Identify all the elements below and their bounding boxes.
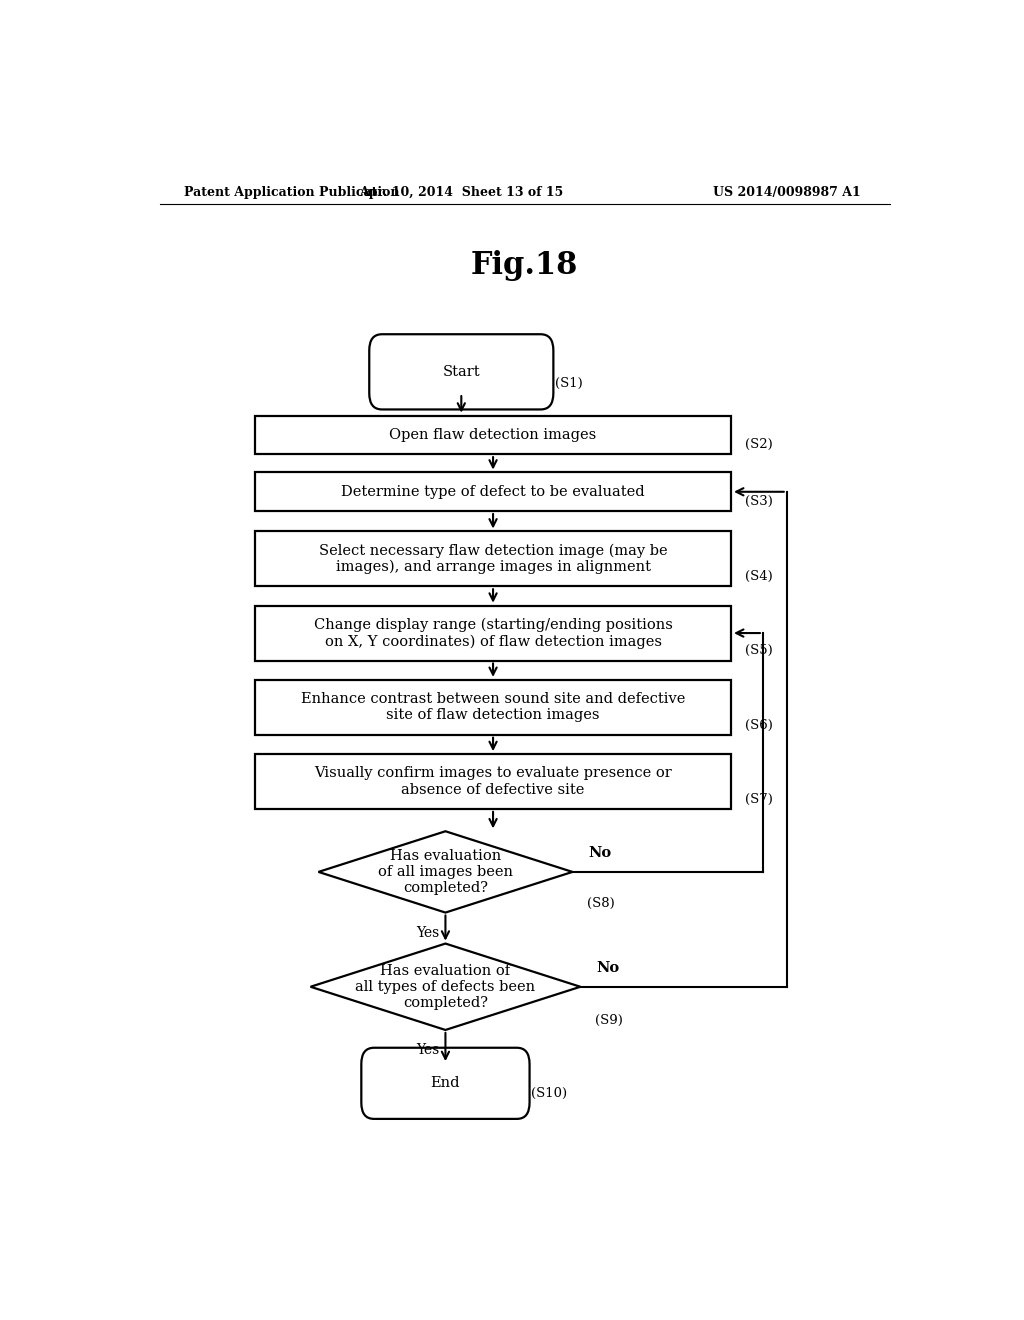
- Bar: [255, 606, 731, 660]
- Text: (S5): (S5): [745, 644, 773, 657]
- Text: Visually confirm images to evaluate presence or
absence of defective site: Visually confirm images to evaluate pres…: [314, 767, 672, 796]
- Text: (S7): (S7): [745, 793, 773, 805]
- Text: (S6): (S6): [745, 718, 773, 731]
- Text: US 2014/0098987 A1: US 2014/0098987 A1: [713, 186, 860, 199]
- Text: Fig.18: Fig.18: [471, 249, 579, 281]
- Text: (S1): (S1): [555, 378, 583, 391]
- Text: (S9): (S9): [595, 1014, 623, 1027]
- Bar: [255, 532, 731, 586]
- Text: (S3): (S3): [745, 495, 773, 508]
- Text: Select necessary flaw detection image (may be
images), and arrange images in ali: Select necessary flaw detection image (m…: [318, 544, 668, 574]
- FancyBboxPatch shape: [361, 1048, 529, 1119]
- Text: Yes: Yes: [417, 1043, 439, 1057]
- Text: Has evaluation of
all types of defects been
completed?: Has evaluation of all types of defects b…: [355, 964, 536, 1010]
- Text: No: No: [588, 846, 611, 859]
- Text: (S8): (S8): [587, 896, 614, 909]
- Text: (S2): (S2): [745, 438, 773, 451]
- Text: Yes: Yes: [417, 925, 439, 940]
- Bar: [255, 416, 731, 454]
- Text: Patent Application Publication: Patent Application Publication: [183, 186, 399, 199]
- Bar: [255, 473, 731, 511]
- Text: Open flaw detection images: Open flaw detection images: [389, 428, 597, 442]
- Polygon shape: [310, 944, 581, 1030]
- Bar: [255, 680, 731, 735]
- Text: No: No: [596, 961, 620, 974]
- Text: (S4): (S4): [745, 570, 773, 583]
- Text: End: End: [431, 1076, 460, 1090]
- Text: (S10): (S10): [531, 1086, 567, 1100]
- Text: Change display range (starting/ending positions
on X, Y coordinates) of flaw det: Change display range (starting/ending po…: [313, 618, 673, 648]
- Bar: [255, 754, 731, 809]
- Text: Has evaluation
of all images been
completed?: Has evaluation of all images been comple…: [378, 849, 513, 895]
- FancyBboxPatch shape: [370, 334, 553, 409]
- Text: Determine type of defect to be evaluated: Determine type of defect to be evaluated: [341, 484, 645, 499]
- Text: Enhance contrast between sound site and defective
site of flaw detection images: Enhance contrast between sound site and …: [301, 692, 685, 722]
- Polygon shape: [318, 832, 572, 912]
- Text: Start: Start: [442, 364, 480, 379]
- Text: Apr. 10, 2014  Sheet 13 of 15: Apr. 10, 2014 Sheet 13 of 15: [359, 186, 563, 199]
